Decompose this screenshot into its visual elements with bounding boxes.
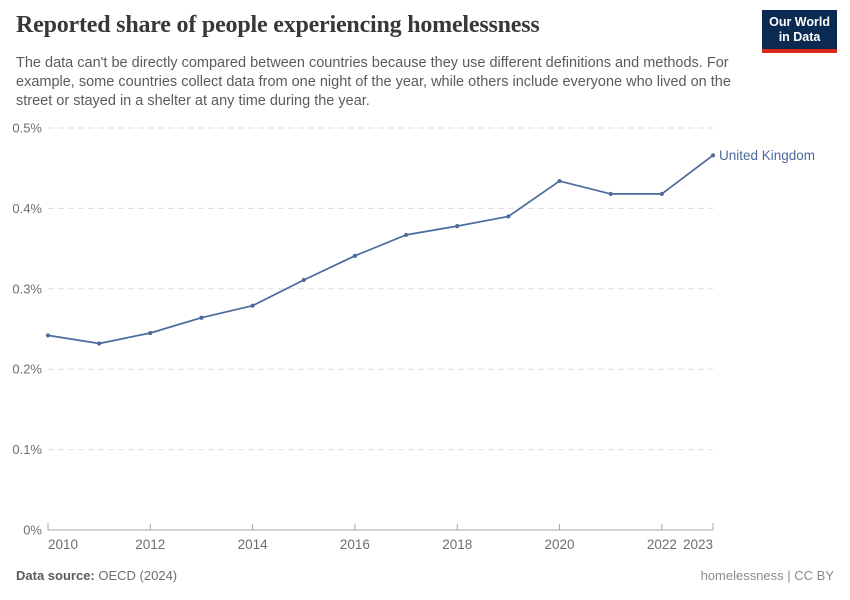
chart-subtitle: The data can't be directly compared betw… [16,55,731,109]
series-end-label[interactable]: United Kingdom [719,148,815,163]
x-axis-tick-label: 2016 [340,537,370,552]
y-axis-tick-label: 0.5% [12,121,42,136]
y-axis-tick-label: 0.1% [12,442,42,457]
owid-logo-line1: Our World [769,15,830,29]
data-source: Data source: OECD (2024) [16,568,177,583]
owid-logo[interactable]: Our World in Data [762,10,837,53]
data-source-label: Data source: [16,568,95,583]
data-point-marker[interactable] [45,333,51,338]
y-axis-tick-label: 0.3% [12,281,42,296]
data-point-marker[interactable] [250,303,255,308]
x-axis-tick-label: 2020 [545,537,575,552]
owid-logo-line2: in Data [778,30,821,44]
data-point-marker[interactable] [455,223,460,229]
data-point-marker[interactable] [659,191,664,197]
x-axis-tick-label: 2012 [135,537,165,552]
data-point-marker[interactable] [403,232,409,238]
y-axis-tick-label: 0% [23,523,42,538]
data-point-marker[interactable] [199,315,204,320]
trend-line-united-kingdom[interactable] [47,154,714,345]
x-axis-tick-label: 2018 [442,537,472,552]
y-axis-tick-label: 0.2% [12,362,42,377]
y-axis-tick-label: 0.4% [12,201,42,216]
data-point-marker[interactable] [148,330,153,336]
data-point-marker[interactable] [301,277,306,283]
data-point-marker[interactable] [352,253,358,258]
data-point-marker[interactable] [710,153,716,158]
chart-footer: Data source: OECD (2024) homelessness | … [16,568,834,583]
x-axis-tick-label: 2022 [647,537,677,552]
data-point-marker[interactable] [608,191,613,197]
license-note: homelessness | CC BY [700,568,834,583]
page-title: Reported share of people experiencing ho… [16,12,540,38]
x-axis-tick-label: 2010 [48,537,78,552]
data-point-marker[interactable] [557,178,562,184]
x-axis-tick-label: 2014 [238,537,269,552]
data-source-value: OECD (2024) [98,568,178,583]
data-point-marker[interactable] [97,341,102,346]
x-axis-tick-label: 2023 [683,537,713,552]
data-point-marker[interactable] [506,214,511,219]
